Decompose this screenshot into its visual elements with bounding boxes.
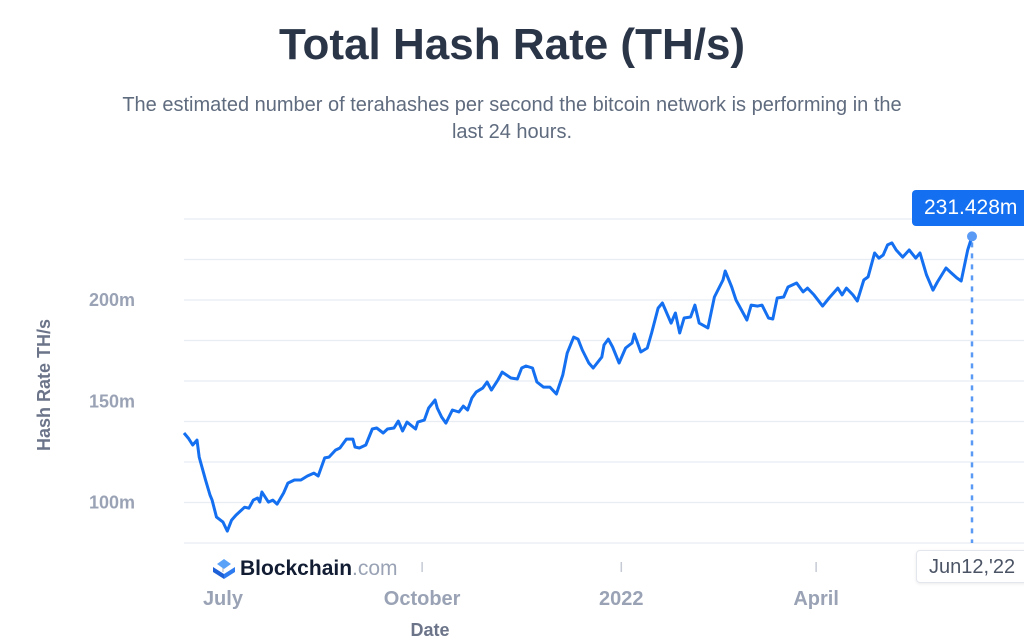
series-line[interactable] bbox=[182, 235, 974, 533]
y-axis-title: Hash Rate TH/s bbox=[34, 319, 54, 451]
y-axis-ticks: 100m 150m 200m bbox=[89, 290, 135, 513]
logo-suffix: .com bbox=[352, 557, 398, 580]
chart-title: Total Hash Rate (TH/s) bbox=[278, 20, 746, 69]
date-tooltip: Jun12,'22 bbox=[916, 550, 1024, 583]
y-tick-label: 200m bbox=[89, 290, 135, 310]
gridlines bbox=[184, 218, 1024, 544]
blockchain-logo-icon bbox=[213, 559, 235, 579]
value-tooltip: 231.428m bbox=[912, 190, 1024, 226]
x-axis-title: Date bbox=[410, 620, 449, 640]
x-tick-label: 2022 bbox=[599, 588, 644, 610]
x-tick-label: October bbox=[384, 588, 461, 610]
x-tick-label: July bbox=[203, 588, 244, 610]
y-tick-label: 100m bbox=[89, 493, 135, 513]
last-point-marker[interactable] bbox=[967, 231, 977, 242]
blockchain-logo: Blockchain .com bbox=[212, 557, 398, 581]
logo-name: Blockchain bbox=[240, 557, 353, 580]
y-tick-label: 150m bbox=[89, 391, 135, 411]
x-axis-ticks: July October 2022 April bbox=[203, 562, 839, 610]
x-tick-label: April bbox=[793, 588, 839, 610]
chart-subtitle: The estimated number of terahashes per s… bbox=[122, 94, 902, 143]
